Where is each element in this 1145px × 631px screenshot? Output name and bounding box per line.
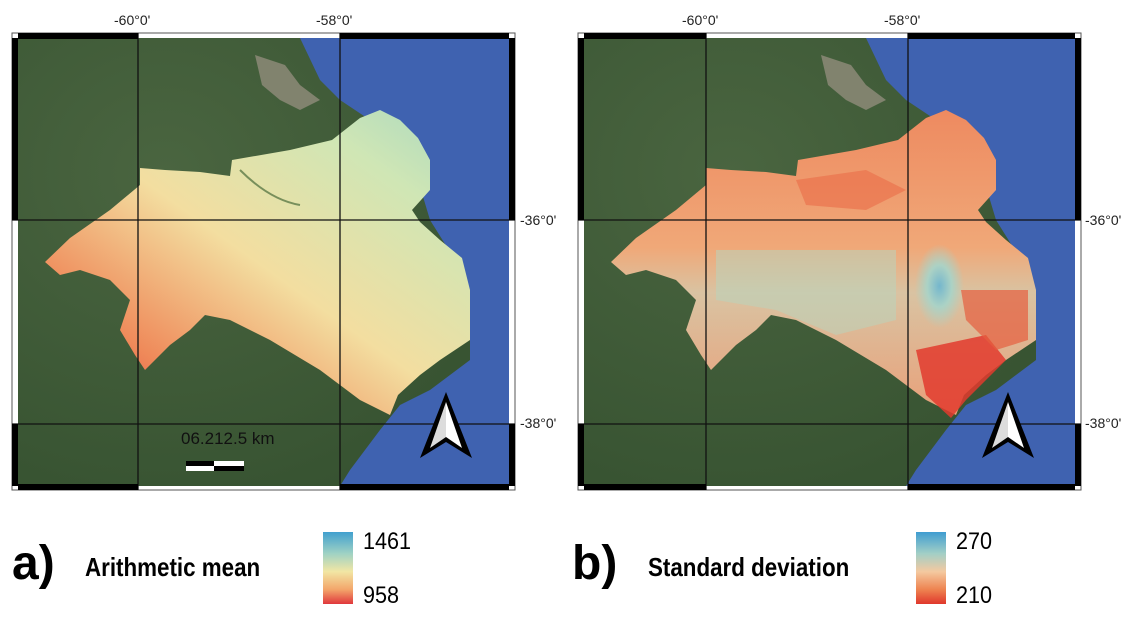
scale-label: 06.212.5 km	[181, 429, 275, 448]
city-area	[821, 55, 886, 110]
panel-letter: a)	[12, 537, 55, 590]
lat-label-1: -36°0'	[520, 212, 557, 228]
lon-label-1: -60°0'	[682, 12, 719, 28]
panel-title: Arithmetic mean	[85, 552, 261, 582]
graticule	[12, 33, 515, 490]
high-sd-patch	[896, 220, 966, 340]
lon-label-1: -60°0'	[114, 12, 151, 28]
sea-area	[300, 38, 509, 486]
legend-max: 1461	[363, 528, 412, 555]
panel-letter: b)	[572, 537, 618, 590]
lat-label-2: -38°0'	[1085, 415, 1122, 431]
map-frame	[12, 33, 515, 490]
lat-label-1: -36°0'	[1085, 212, 1122, 228]
map-a-content	[18, 38, 509, 486]
legend-color-bar	[323, 532, 353, 604]
scale-bar	[186, 461, 244, 471]
lon-label-2: -58°0'	[884, 12, 921, 28]
low-sd-patch	[916, 335, 1006, 418]
lat-label-2: -38°0'	[520, 415, 557, 431]
panel-title: Standard deviation	[648, 552, 850, 582]
city-area	[255, 55, 320, 110]
panel-b: -60°0' -58°0' -36°0' -38°0' b) Standard …	[566, 0, 1145, 631]
north-arrow-icon	[420, 392, 472, 458]
map-frame	[578, 33, 1081, 490]
province-overlay	[45, 110, 470, 415]
legend-min: 958	[363, 582, 400, 609]
map-b	[577, 32, 1082, 491]
map-a	[11, 32, 516, 491]
mid-sd-patch	[716, 250, 896, 335]
lon-label-2: -58°0'	[316, 12, 353, 28]
legend-min: 210	[956, 582, 993, 609]
sea-area	[866, 38, 1075, 486]
panel-a: -60°0' -58°0' -36°0' -38°0' 06.212.5 km …	[0, 0, 560, 631]
map-b-content	[584, 38, 1075, 486]
north-arrow-icon	[982, 392, 1034, 458]
legend-max: 270	[956, 528, 993, 555]
legend-color-bar	[916, 532, 946, 604]
